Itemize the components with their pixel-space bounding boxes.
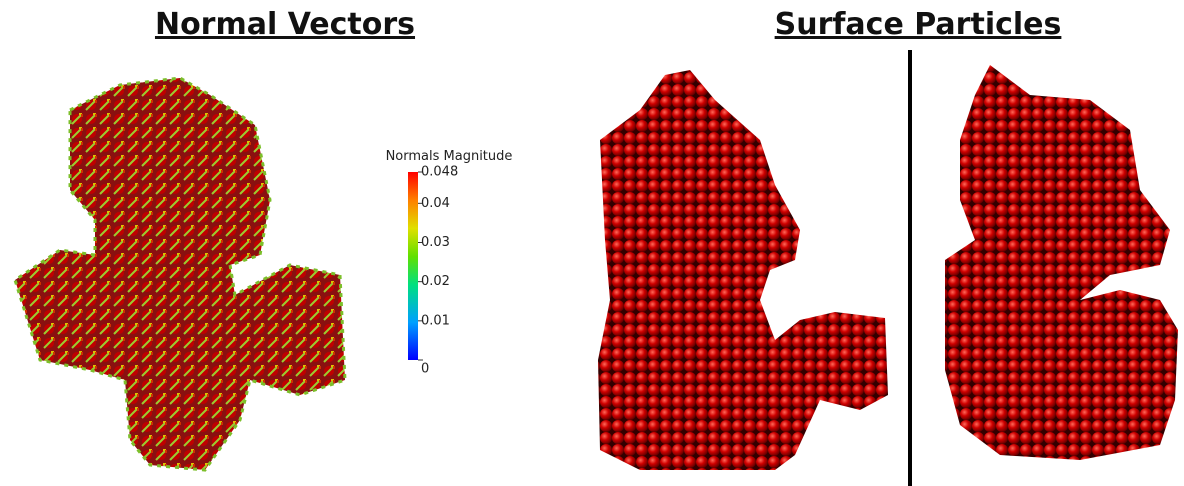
colorbar-tick-label: 0.02 [421,274,450,289]
colorbar-tick-label: 0.04 [421,196,450,211]
colorbar-tick-label: 0 [421,362,429,377]
colorbar-tick-label: 0.01 [421,313,450,328]
colorbar-tick-label: 0.048 [421,165,458,180]
normal-vectors-render [15,78,345,470]
surface-particles-render-side [945,65,1178,460]
right-title: Surface Particles [775,7,1062,42]
colorbar-title: Normals Magnitude [386,149,513,164]
surface-particles-render-front [598,70,888,470]
colorbar-tick-label: 0.03 [421,235,450,250]
left-title: Normal Vectors [155,7,415,42]
colorbar [408,172,418,360]
figure: Normal Vectors Surface Particles Normals… [0,0,1184,486]
